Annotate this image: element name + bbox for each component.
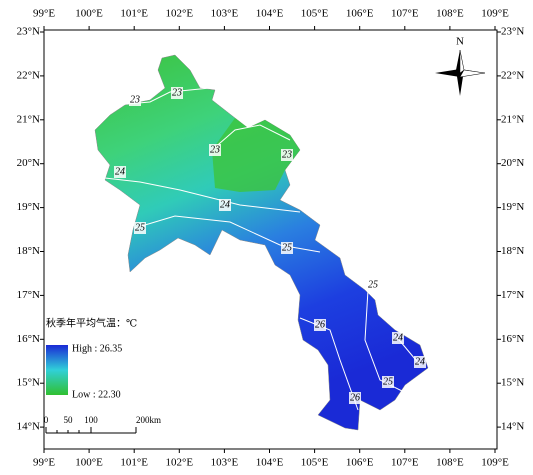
lon-label-top: 108°E [436,8,464,20]
lon-label-top: 100°E [75,8,103,20]
lat-label-left: 15°N [17,377,40,389]
lon-label-bottom: 102°E [165,457,193,469]
lat-label-right: 19°N [501,201,524,213]
lon-label-top: 103°E [211,8,239,20]
lat-label-left: 14°N [17,421,40,433]
contour-label-bg [171,87,183,99]
lat-label-right: 20°N [501,157,524,169]
lon-label-bottom: 104°E [256,457,284,469]
lon-label-top: 101°E [120,8,148,20]
lon-label-bottom: 106°E [346,457,374,469]
contour-label-bg [382,376,394,388]
lon-label-top: 106°E [346,8,374,20]
contour-label: 25 [282,242,292,253]
lat-label-left: 19°N [17,201,40,213]
contour-label-bg [349,392,361,404]
lat-label-right: 14°N [501,421,524,433]
lon-label-bottom: 105°E [301,457,329,469]
contour-label: 23 [282,149,292,160]
north-label: N [456,36,464,48]
scale-label: 50 [64,415,74,425]
lon-label-bottom: 100°E [75,457,103,469]
contour-label-bg [209,144,221,156]
lat-label-left: 22°N [17,69,40,81]
contour-label: 24 [393,332,403,343]
contour-label: 24 [220,199,230,210]
contour-label-bg [281,149,293,161]
country [94,54,429,431]
contour-label-bg [314,319,326,331]
contour-label: 23 [172,87,182,98]
scale-labels: 0 50 100 200km [44,415,161,425]
legend-high: High : 26.35 [72,343,122,354]
lat-label-right: 21°N [501,113,524,125]
lat-label-left: 23°N [17,26,40,38]
contour-label: 26 [350,392,360,403]
north-arrow: N [435,36,486,96]
contour-label: 25 [135,222,145,233]
contour-label-bg [219,199,231,211]
lon-label-bottom: 107°E [391,457,419,469]
lat-label-left: 17°N [17,289,40,301]
scale-label: 200km [136,415,161,425]
contour-label: 25 [383,376,393,387]
lat-label-left: 18°N [17,245,40,257]
warm-north-patch [212,118,300,192]
lat-label-left: 16°N [17,333,40,345]
lon-label-bottom: 103°E [211,457,239,469]
contour-label: 23 [130,94,140,105]
legend-title: 秋季年平均气温：℃ [46,316,137,329]
lon-label-bottom: 99°E [33,457,55,469]
contour-label-bg [414,356,426,368]
contour-label: 26 [315,319,325,330]
legend-low: Low : 22.30 [72,389,121,400]
lon-label-top: 107°E [391,8,419,20]
lon-label-top: 102°E [165,8,193,20]
map-frame [43,29,498,450]
lon-label-top: 99°E [33,8,55,20]
contour-label: 23 [210,144,220,155]
lon-label-bottom: 109°E [481,457,509,469]
graticule-labels: 99°E 99°E 100°E 100°E 101°E 101°E 102°E 102°E 10… [17,8,525,469]
contour-label-bg [392,332,404,344]
lat-label-right: 23°N [501,26,524,38]
lat-label-left: 21°N [17,113,40,125]
lon-label-top: 109°E [481,8,509,20]
lon-label-bottom: 108°E [436,457,464,469]
contour-label-bg [367,279,379,291]
lon-label-top: 104°E [256,8,284,20]
lon-label-bottom: 101°E [120,457,148,469]
contour-label-bg [134,222,146,234]
lat-label-right: 18°N [501,245,524,257]
contour-label-bg [129,94,141,106]
lat-label-right: 16°N [501,333,524,345]
contour-label: 25 [368,279,378,290]
lat-label-right: 15°N [501,377,524,389]
scale-label: 100 [84,415,98,425]
contour-label-group: 23 23 23 23 24 24 25 25 25 26 24 24 25 26 [114,87,426,404]
lon-label-top: 105°E [301,8,329,20]
lat-label-left: 20°N [17,157,40,169]
contour-label: 24 [115,166,125,177]
contour-label-bg [114,166,126,178]
lat-label-right: 22°N [501,69,524,81]
contour-label: 24 [415,356,425,367]
scale-label: 0 [44,415,49,425]
scale-bar [45,427,137,434]
contour-label-bg [281,242,293,254]
legend-ramp [46,345,68,395]
lat-label-right: 17°N [501,289,524,301]
